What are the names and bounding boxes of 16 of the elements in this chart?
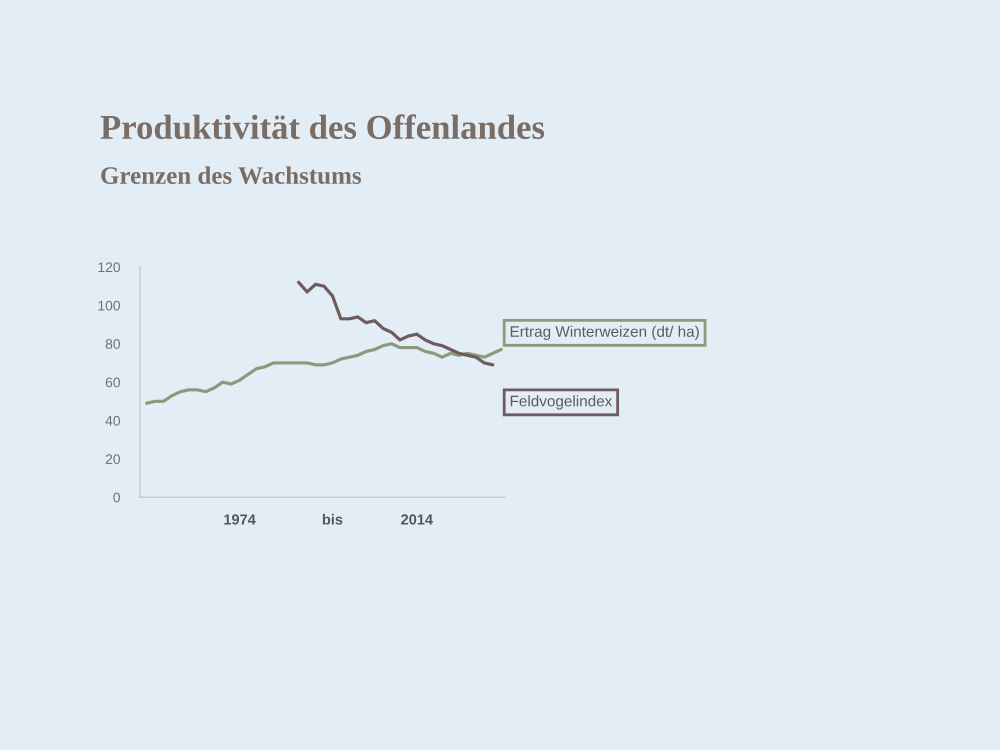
y-tick-label: 0 (113, 492, 120, 502)
y-tick-label: 60 (106, 377, 120, 388)
y-tick-label: 120 (98, 262, 120, 272)
series-label: Ertrag Winterweizen (dt/ ha) (510, 326, 699, 340)
line-series (297, 280, 494, 366)
x-tick-label: bis (322, 514, 342, 525)
line-series (145, 342, 503, 405)
y-tick-label: 100 (98, 300, 120, 311)
x-tick-label: 1974 (224, 514, 256, 525)
y-tick-label: 80 (106, 339, 120, 349)
y-tick-label: 40 (105, 416, 120, 426)
text: Feldvogelindex (510, 395, 612, 410)
x-tick-label: 2014 (401, 514, 433, 525)
chart-title: Produktivität des Offenlandes (100, 114, 544, 140)
chart-subtitle: Grenzen des Wachstums (101, 166, 362, 184)
y-tick-label: 20 (106, 454, 120, 464)
